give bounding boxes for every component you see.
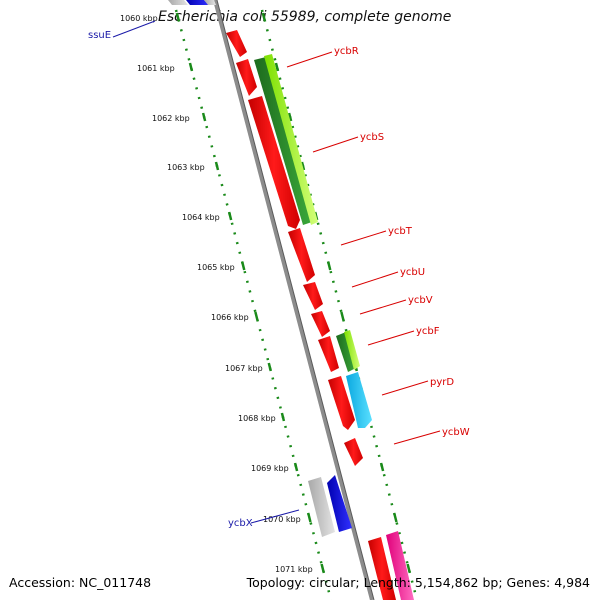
scale-label: 1060 kbp xyxy=(120,14,158,23)
scale-tick xyxy=(227,211,233,221)
scale-label: 1068 kbp xyxy=(238,414,276,423)
scale-label: 1069 kbp xyxy=(251,464,289,473)
gene-cyan[interactable] xyxy=(346,372,372,428)
gene-label-ycbR[interactable]: ycbR xyxy=(334,46,359,57)
scale-tick xyxy=(214,161,220,171)
gene-ycbF-lime[interactable] xyxy=(344,330,360,370)
scale-tick xyxy=(267,362,273,372)
scale-labels: 1060 kbp 1061 kbp 1062 kbp 1063 kbp 1064 kbp… xyxy=(120,14,313,574)
gene-red-bottom[interactable] xyxy=(368,537,396,600)
scale-label: 1071 kbp xyxy=(275,565,313,574)
gene-ycbR-a[interactable] xyxy=(226,30,247,57)
scale-label: 1061 kbp xyxy=(137,64,175,73)
scale-tick-right xyxy=(379,462,385,472)
scale-tick xyxy=(188,62,194,72)
scale-ticks xyxy=(175,12,325,573)
gene-ycbV[interactable] xyxy=(311,311,330,337)
scale-tick xyxy=(307,513,312,523)
gene-label-pyrD[interactable]: pyrD xyxy=(430,377,454,388)
genome-backbone xyxy=(213,0,375,600)
scale-tick-right xyxy=(340,311,345,321)
gene-ycbT[interactable] xyxy=(288,228,315,282)
genome-title: Escherichia coli 55989, complete genome xyxy=(158,9,452,25)
scale-tick xyxy=(320,563,325,573)
scale-label: 1063 kbp xyxy=(167,163,205,172)
gene-leaders xyxy=(112,20,441,524)
gene-label-ycbT[interactable]: ycbT xyxy=(388,226,413,237)
scale-tick xyxy=(175,12,181,22)
gene-label-ycbV[interactable]: ycbV xyxy=(408,295,433,306)
gene-label-ycbF[interactable]: ycbF xyxy=(416,326,440,337)
gene-labels: ssuE ycbR ycbS ycbT ycbU ycbV ycbF pyrD ycbW ycbX xyxy=(88,30,470,529)
scale-tick-right xyxy=(393,513,398,523)
scale-tick-right xyxy=(300,161,306,171)
gene-partial-top[interactable] xyxy=(168,0,216,5)
gene-label-ycbX[interactable]: ycbX xyxy=(228,518,253,529)
topology-label: Topology: circular; Length: 5,154,862 bp… xyxy=(246,575,590,590)
scale-tick-right xyxy=(287,112,293,122)
scale-label: 1070 kbp xyxy=(263,515,301,524)
gene-ycbS[interactable] xyxy=(248,96,300,229)
left-ruler-track xyxy=(174,9,333,600)
scale-tick xyxy=(254,311,259,321)
gene-gray-bottom[interactable] xyxy=(308,477,335,537)
scale-tick xyxy=(293,462,299,472)
scale-tick-right xyxy=(274,62,280,72)
scale-label: 1066 kbp xyxy=(211,313,249,322)
gene-ycbF-red[interactable] xyxy=(318,336,339,372)
gene-lime-long[interactable] xyxy=(264,54,318,225)
gene-ycbX[interactable] xyxy=(327,475,352,532)
scale-label: 1065 kbp xyxy=(197,263,235,272)
scale-tick-right xyxy=(406,563,411,573)
scale-label: 1062 kbp xyxy=(152,114,190,123)
gene-label-ycbS[interactable]: ycbS xyxy=(360,132,384,143)
accession-label: Accession: NC_011748 xyxy=(9,575,152,590)
gene-ycbW[interactable] xyxy=(344,438,363,466)
right-ruler-track xyxy=(260,9,419,600)
scale-tick xyxy=(241,261,246,271)
gene-green-long[interactable] xyxy=(254,57,312,225)
gene-ycbF-green[interactable] xyxy=(336,332,356,372)
gene-pyrD[interactable] xyxy=(328,376,355,430)
gene-label-ssuE[interactable]: ssuE xyxy=(88,30,111,41)
scale-tick xyxy=(201,112,207,122)
gene-pink-bottom[interactable] xyxy=(386,531,414,600)
gene-label-ycbW[interactable]: ycbW xyxy=(442,427,470,438)
gene-ycbR-b[interactable] xyxy=(236,59,257,96)
scale-tick xyxy=(280,412,286,422)
gene-ycbU[interactable] xyxy=(303,282,323,310)
scale-label: 1067 kbp xyxy=(225,364,263,373)
scale-tick-right xyxy=(261,12,267,22)
scale-label: 1064 kbp xyxy=(182,213,220,222)
scale-tick-right xyxy=(327,261,332,271)
gene-label-ycbU[interactable]: ycbU xyxy=(400,267,425,278)
